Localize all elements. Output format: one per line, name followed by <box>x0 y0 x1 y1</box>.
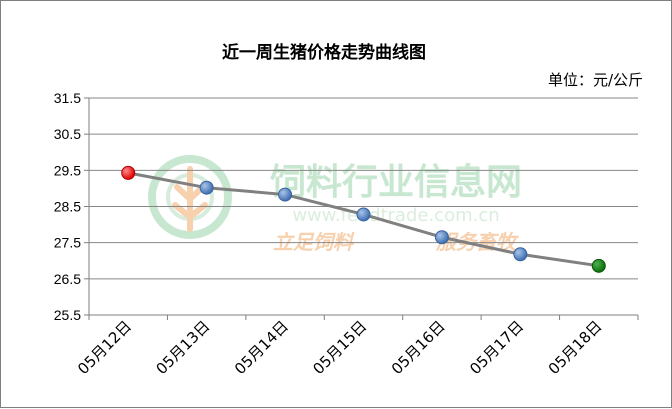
x-tick-label: 05月18日 <box>545 317 606 378</box>
grid-layer <box>84 97 639 320</box>
y-tick-labels: 25.5 26.5 27.5 28.5 29.5 30.5 31.5 <box>54 90 81 323</box>
data-point <box>199 180 214 195</box>
watermark-name: 饲料行业信息网 <box>270 162 522 203</box>
watermark-logo-icon <box>148 155 232 239</box>
data-point <box>513 247 528 262</box>
y-tick-label: 27.5 <box>54 235 81 251</box>
x-tick-label: 05月13日 <box>153 317 214 378</box>
y-tick-label: 25.5 <box>54 307 81 323</box>
chart-title: 近一周生猪价格走势曲线图 <box>222 42 426 63</box>
data-point <box>356 207 371 222</box>
price-series <box>121 165 606 273</box>
data-point-first <box>121 165 136 180</box>
data-point <box>434 230 449 245</box>
y-tick-label: 31.5 <box>54 90 81 106</box>
y-tick-label: 26.5 <box>54 271 81 287</box>
y-tick-label: 28.5 <box>54 199 81 215</box>
x-tick-label: 05月16日 <box>388 317 449 378</box>
unit-label: 单位：元/公斤 <box>548 71 643 89</box>
data-point <box>278 187 293 202</box>
y-tick-label: 30.5 <box>54 126 81 142</box>
watermark-slogan-left: 立足饲料 <box>273 230 355 254</box>
x-tick-label: 05月12日 <box>74 317 135 378</box>
data-point-last <box>591 258 606 273</box>
watermark: 饲料行业信息网 www.feedtrade.com.cn 立足饲料 服务畜牧 <box>148 155 522 254</box>
y-tick-label: 29.5 <box>54 162 81 178</box>
x-tick-label: 05月15日 <box>309 317 370 378</box>
x-tick-label: 05月17日 <box>466 317 527 378</box>
x-tick-label: 05月14日 <box>231 317 292 378</box>
x-tick-labels: 05月12日 05月13日 05月14日 05月15日 05月16日 05月17日 05月1… <box>74 317 606 378</box>
